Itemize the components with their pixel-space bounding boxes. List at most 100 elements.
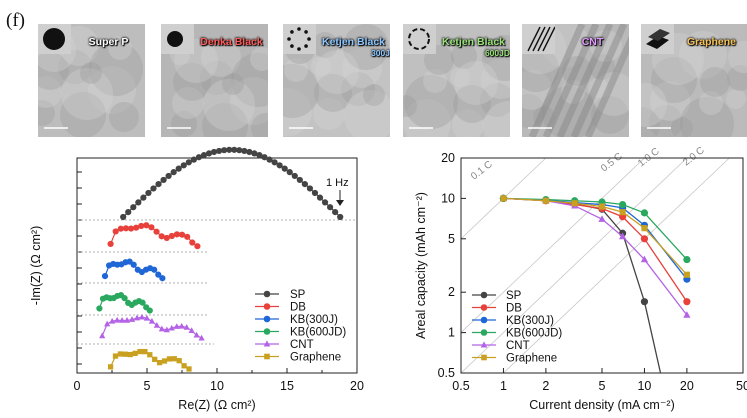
data-point <box>158 233 165 240</box>
data-point <box>152 356 158 362</box>
data-point <box>281 165 288 172</box>
y-tick-label: 1 <box>448 326 455 340</box>
legend-label: SP <box>290 289 306 301</box>
data-point <box>160 176 167 184</box>
legend-label: CNT <box>290 339 314 351</box>
x-tick-label: 10 <box>210 379 224 393</box>
y-tick-label: 2 <box>448 285 455 299</box>
data-point <box>112 353 119 359</box>
x-tick-label: 15 <box>280 379 294 393</box>
x-tick-label: 20 <box>350 379 364 393</box>
data-point <box>178 231 186 238</box>
data-point <box>142 348 148 355</box>
y-axis-label: Areal capacity (mAh cm⁻²) <box>414 192 428 339</box>
legend-label: CNT <box>506 340 530 352</box>
data-point <box>133 224 140 231</box>
data-point <box>99 332 106 339</box>
data-point <box>640 298 649 306</box>
data-point <box>221 147 228 154</box>
legend-marker <box>263 290 271 298</box>
data-point <box>301 181 308 188</box>
y-tick-label: 20 <box>441 151 455 165</box>
data-point <box>112 228 119 235</box>
data-point <box>107 364 114 370</box>
x-axis-label: Re(Z) (Ω cm²) <box>178 398 255 412</box>
legend-label: Graphene <box>506 353 557 365</box>
series-line <box>503 197 688 276</box>
series-line <box>503 197 688 280</box>
data-point <box>619 232 627 240</box>
x-axis-label: Current density (mA cm⁻²) <box>529 398 675 412</box>
legend-marker <box>263 315 271 323</box>
data-point <box>170 169 177 176</box>
data-point <box>104 320 111 327</box>
data-point <box>641 225 648 232</box>
data-point <box>181 363 187 369</box>
tem-image-1: Super P <box>38 24 145 137</box>
data-point <box>145 189 152 197</box>
legend-marker <box>480 341 488 348</box>
data-point <box>571 200 578 207</box>
data-point <box>266 156 273 163</box>
x-tick-label: 0.5 <box>452 379 469 393</box>
legend-marker <box>480 291 488 299</box>
data-point <box>683 298 691 306</box>
data-point <box>337 213 344 221</box>
tem-label: Ketjen Black 300J <box>321 36 390 59</box>
tem-image-5: CNT <box>522 24 629 137</box>
data-point <box>159 275 166 282</box>
data-point <box>241 147 248 155</box>
data-point <box>117 351 124 357</box>
data-point <box>125 208 132 216</box>
data-point <box>163 234 170 242</box>
legend-marker <box>263 340 271 347</box>
data-point <box>156 360 163 366</box>
data-point <box>147 352 153 358</box>
data-point <box>190 156 197 163</box>
data-point <box>120 213 127 221</box>
legend-label: KB(300J) <box>506 315 554 327</box>
tem-label: Super P <box>88 36 129 48</box>
data-point <box>171 356 177 362</box>
data-point <box>173 231 181 238</box>
data-point <box>194 243 201 250</box>
data-point <box>321 199 329 206</box>
y-axis-label: -Im(Z) (Ω cm²) <box>29 226 43 305</box>
data-point <box>306 185 314 192</box>
data-point <box>150 185 157 192</box>
legend-marker <box>263 303 271 310</box>
legend-marker <box>264 353 270 360</box>
data-point <box>189 239 196 246</box>
figure-label: (f) <box>6 10 25 31</box>
legend-label: SP <box>506 290 522 302</box>
tem-label: Denka Black <box>200 36 263 48</box>
data-point <box>176 358 182 364</box>
data-point <box>311 189 319 197</box>
data-point <box>161 358 168 364</box>
data-point <box>251 150 258 157</box>
x-tick-label: 2 <box>542 379 549 393</box>
series-line <box>503 197 688 316</box>
data-point <box>640 235 649 243</box>
y-tick-label: 0.5 <box>438 366 455 380</box>
data-point <box>180 162 187 169</box>
data-point <box>640 209 649 217</box>
tem-inset-schematic <box>403 24 436 54</box>
data-point <box>130 261 137 268</box>
tem-image-6: Graphene <box>641 24 747 137</box>
data-point <box>327 204 334 211</box>
legend-marker <box>481 354 487 361</box>
data-point <box>215 147 223 155</box>
data-point <box>246 148 253 156</box>
data-point <box>178 322 185 329</box>
data-point <box>542 197 549 204</box>
legend-label: KB(300J) <box>290 314 338 326</box>
data-point <box>226 146 233 153</box>
x-tick-label: 1 <box>500 379 507 393</box>
data-point <box>256 152 263 159</box>
legend-label: KB(600JD) <box>506 328 562 340</box>
data-point <box>193 331 200 338</box>
data-point <box>165 172 172 180</box>
data-point <box>286 169 293 176</box>
tem-inset-schematic <box>161 24 194 54</box>
